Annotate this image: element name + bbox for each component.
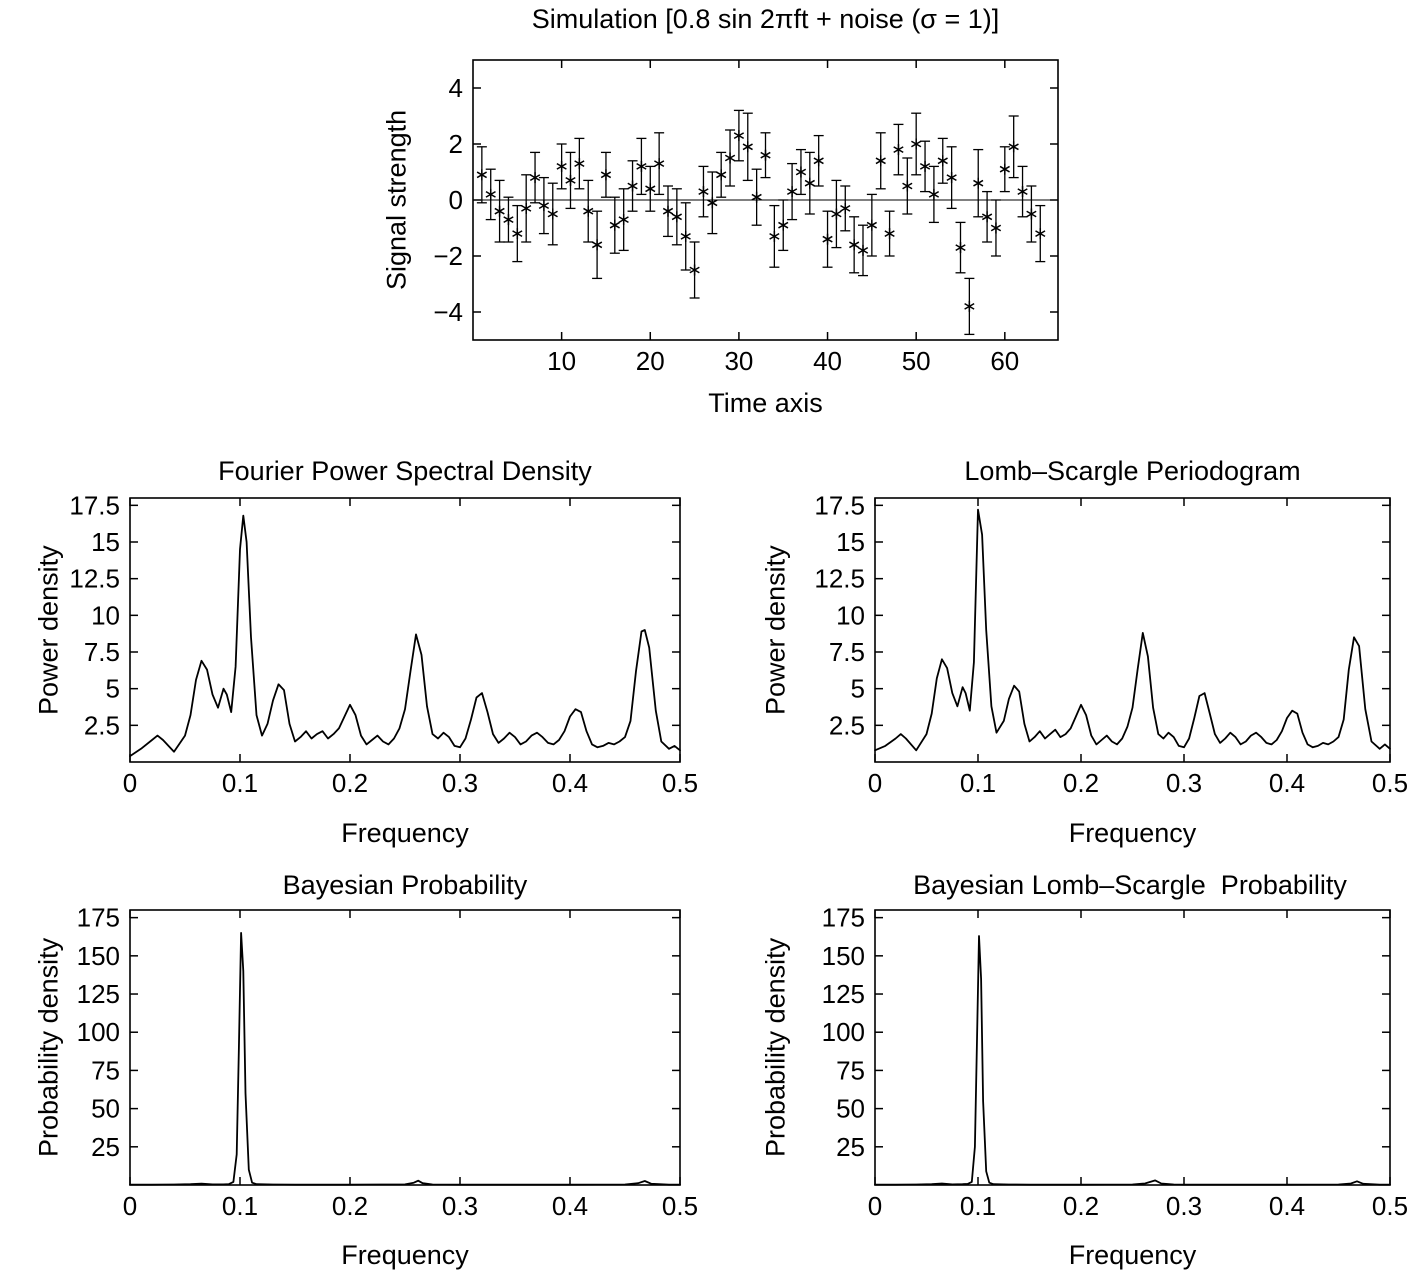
svg-text:150: 150 bbox=[822, 941, 865, 971]
bayesian-lomb-scargle-plot-area: 0 0.1 0.2 0.3 0.4 0.5 25 50 75 100 125 150 175 bbox=[822, 903, 1408, 1221]
svg-text:30: 30 bbox=[724, 346, 753, 376]
svg-text:0: 0 bbox=[123, 1191, 137, 1221]
svg-text:0.3: 0.3 bbox=[1166, 1191, 1202, 1221]
svg-text:7.5: 7.5 bbox=[84, 637, 120, 667]
svg-text:0.4: 0.4 bbox=[552, 1191, 588, 1221]
svg-text:5: 5 bbox=[851, 674, 865, 704]
chart-title: Lomb–Scargle Periodogram bbox=[964, 456, 1301, 486]
svg-text:0.2: 0.2 bbox=[332, 1191, 368, 1221]
svg-text:100: 100 bbox=[77, 1017, 120, 1047]
svg-text:150: 150 bbox=[77, 941, 120, 971]
svg-text:175: 175 bbox=[822, 903, 865, 933]
x-axis-label: Frequency bbox=[1068, 818, 1197, 848]
svg-text:25: 25 bbox=[91, 1132, 120, 1162]
x-axis-label: Time axis bbox=[708, 388, 823, 418]
chart-title: Bayesian Lomb–Scargle Probability bbox=[913, 870, 1347, 900]
svg-text:50: 50 bbox=[91, 1094, 120, 1124]
svg-text:0.5: 0.5 bbox=[662, 1191, 698, 1221]
svg-text:−2: −2 bbox=[433, 241, 463, 271]
fourier-psd-chart: Fourier Power Spectral Density Power den… bbox=[20, 450, 720, 862]
chart-title: Bayesian Probability bbox=[282, 870, 528, 900]
svg-text:−4: −4 bbox=[433, 297, 463, 327]
svg-text:125: 125 bbox=[822, 979, 865, 1009]
svg-text:0: 0 bbox=[868, 768, 882, 798]
svg-text:17.5: 17.5 bbox=[69, 490, 120, 520]
x-axis-label: Frequency bbox=[341, 818, 469, 848]
svg-text:0: 0 bbox=[868, 1191, 882, 1221]
svg-text:175: 175 bbox=[77, 903, 120, 933]
svg-text:0.1: 0.1 bbox=[960, 768, 996, 798]
svg-text:0: 0 bbox=[449, 185, 463, 215]
svg-text:10: 10 bbox=[836, 600, 865, 630]
svg-text:0.1: 0.1 bbox=[222, 768, 258, 798]
svg-text:0.3: 0.3 bbox=[442, 768, 478, 798]
svg-text:0.5: 0.5 bbox=[662, 768, 698, 798]
svg-text:25: 25 bbox=[836, 1132, 865, 1162]
lomb-scargle-plot-area: 0 0.1 0.2 0.3 0.4 0.5 2.5 5 7.5 10 12.5 15 17.5 bbox=[814, 490, 1408, 798]
svg-text:20: 20 bbox=[636, 346, 665, 376]
svg-text:17.5: 17.5 bbox=[814, 490, 865, 520]
svg-text:15: 15 bbox=[91, 527, 120, 557]
lomb-scargle-chart: Lomb–Scargle Periodogram Power density 0… bbox=[745, 450, 1413, 862]
chart-title: Fourier Power Spectral Density bbox=[218, 456, 592, 486]
x-axis-label: Frequency bbox=[341, 1240, 469, 1270]
svg-text:50: 50 bbox=[902, 346, 931, 376]
svg-text:0.3: 0.3 bbox=[1166, 768, 1202, 798]
fourier-psd-plot-area: 0 0.1 0.2 0.3 0.4 0.5 2.5 5 7.5 10 12.5 15 17.5 bbox=[69, 490, 698, 798]
bayesian-probability-chart: Bayesian Probability Probability density… bbox=[20, 862, 720, 1281]
simulation-chart: Simulation [0.8 sin 2πft + noise (σ = 1)… bbox=[340, 0, 1100, 432]
x-axis-label: Frequency bbox=[1068, 1240, 1197, 1270]
svg-text:5: 5 bbox=[106, 674, 120, 704]
chart-title: Simulation [0.8 sin 2πft + noise (σ = 1)… bbox=[531, 4, 1000, 34]
svg-text:0.2: 0.2 bbox=[1063, 1191, 1099, 1221]
svg-text:50: 50 bbox=[836, 1094, 865, 1124]
svg-text:40: 40 bbox=[813, 346, 842, 376]
bayesian-probability-plot-area: 0 0.1 0.2 0.3 0.4 0.5 25 50 75 100 125 150 175 bbox=[77, 903, 698, 1221]
svg-text:10: 10 bbox=[91, 600, 120, 630]
svg-text:0: 0 bbox=[123, 768, 137, 798]
svg-text:10: 10 bbox=[547, 346, 576, 376]
svg-text:0.2: 0.2 bbox=[332, 768, 368, 798]
svg-text:15: 15 bbox=[836, 527, 865, 557]
simulation-plot-area: 10 20 30 40 50 60 −4 −2 0 2 4 bbox=[433, 59, 1059, 376]
svg-text:12.5: 12.5 bbox=[69, 564, 120, 594]
svg-text:7.5: 7.5 bbox=[829, 637, 865, 667]
svg-text:60: 60 bbox=[990, 346, 1019, 376]
svg-text:4: 4 bbox=[449, 73, 463, 103]
svg-text:75: 75 bbox=[91, 1055, 120, 1085]
bayesian-lomb-scargle-chart: Bayesian Lomb–Scargle Probability Probab… bbox=[745, 862, 1413, 1281]
svg-text:0.5: 0.5 bbox=[1372, 768, 1408, 798]
svg-text:2: 2 bbox=[449, 129, 463, 159]
svg-text:75: 75 bbox=[836, 1055, 865, 1085]
svg-text:125: 125 bbox=[77, 979, 120, 1009]
svg-text:0.4: 0.4 bbox=[1269, 1191, 1305, 1221]
svg-text:0.3: 0.3 bbox=[442, 1191, 478, 1221]
svg-text:100: 100 bbox=[822, 1017, 865, 1047]
svg-text:2.5: 2.5 bbox=[829, 710, 865, 740]
svg-text:0.2: 0.2 bbox=[1063, 768, 1099, 798]
svg-text:0.1: 0.1 bbox=[222, 1191, 258, 1221]
svg-text:0.4: 0.4 bbox=[1269, 768, 1305, 798]
svg-text:0.4: 0.4 bbox=[552, 768, 588, 798]
svg-text:0.5: 0.5 bbox=[1372, 1191, 1408, 1221]
svg-text:12.5: 12.5 bbox=[814, 564, 865, 594]
svg-text:2.5: 2.5 bbox=[84, 710, 120, 740]
svg-text:0.1: 0.1 bbox=[960, 1191, 996, 1221]
